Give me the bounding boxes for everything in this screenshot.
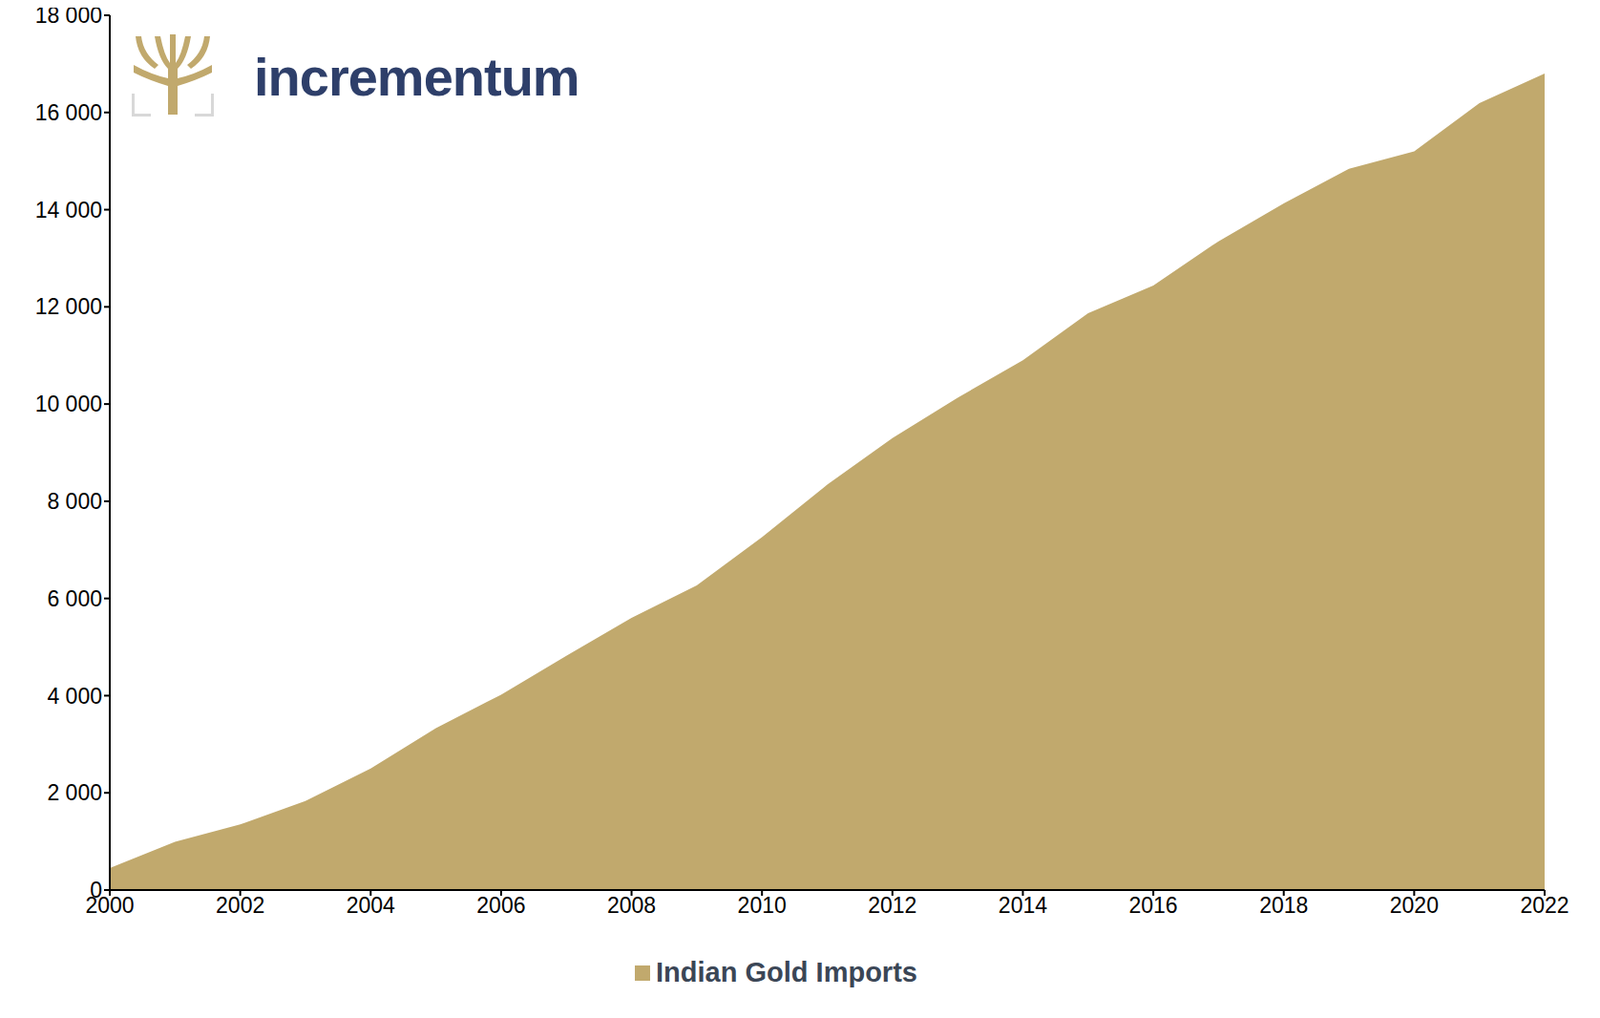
svg-text:2018: 2018	[1259, 892, 1308, 918]
svg-text:2016: 2016	[1129, 892, 1179, 918]
svg-text:2022: 2022	[1519, 892, 1569, 918]
svg-text:2004: 2004	[346, 892, 396, 918]
html-text:Indian Gold Imports: Indian Gold Imports	[655, 956, 918, 988]
svg-text:14 000: 14 000	[35, 197, 103, 223]
svg-text:8 000: 8 000	[46, 488, 103, 514]
svg-text:2002: 2002	[215, 892, 265, 918]
svg-text:2006: 2006	[476, 892, 526, 918]
svg-text:6 000: 6 000	[46, 586, 103, 611]
svg-text:2012: 2012	[867, 892, 917, 918]
svg-text:2000: 2000	[85, 892, 135, 918]
svg-text:2 000: 2 000	[46, 779, 103, 805]
svg-text:4 000: 4 000	[46, 683, 103, 709]
html-text:incrementum: incrementum	[253, 46, 580, 107]
svg-text:2008: 2008	[607, 892, 656, 918]
svg-text:2014: 2014	[998, 892, 1048, 918]
svg-text:12 000: 12 000	[35, 294, 103, 319]
svg-text:16 000: 16 000	[35, 100, 103, 126]
svg-text:18 000: 18 000	[35, 7, 103, 28]
svg-text:0: 0	[89, 877, 103, 903]
svg-text:2010: 2010	[737, 892, 787, 918]
svg-text:10 000: 10 000	[35, 391, 103, 417]
svg-text:2020: 2020	[1389, 892, 1439, 918]
